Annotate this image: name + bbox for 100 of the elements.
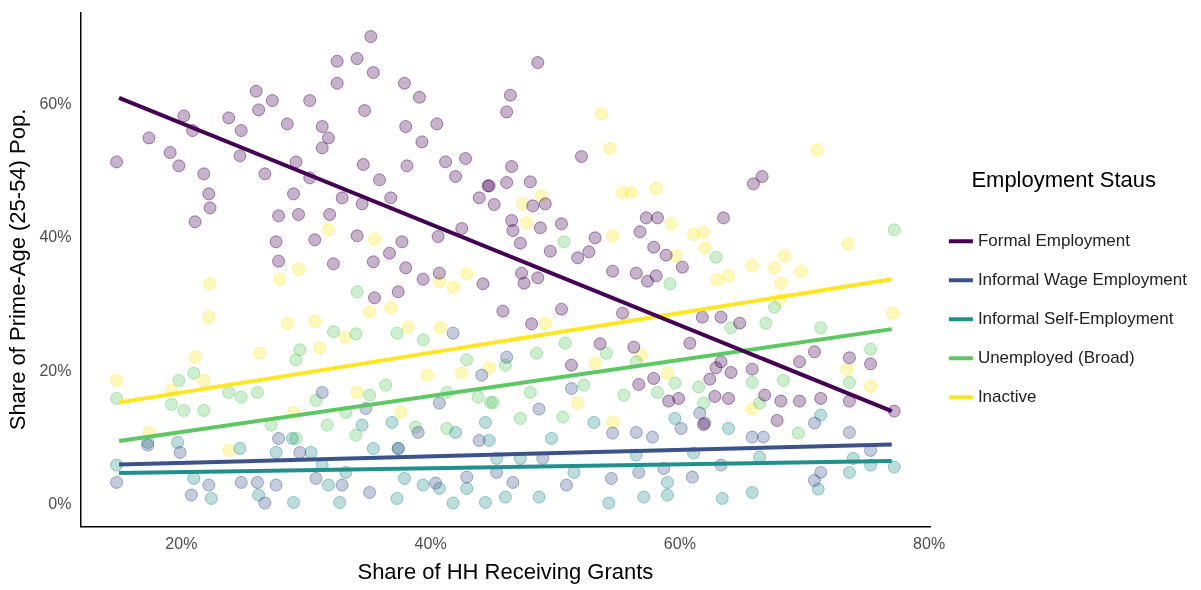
point — [513, 411, 527, 425]
point — [333, 495, 347, 509]
point — [807, 473, 821, 487]
point — [460, 470, 474, 484]
point — [222, 385, 236, 399]
point — [446, 326, 460, 340]
point — [202, 478, 216, 492]
point — [807, 416, 821, 430]
point — [814, 465, 828, 479]
point — [650, 385, 664, 399]
point — [250, 385, 264, 399]
y-tick-label: 20% — [39, 361, 72, 379]
x-tick-label: 20% — [165, 535, 198, 553]
point — [320, 418, 334, 432]
point — [668, 376, 682, 390]
point — [187, 366, 201, 380]
point — [446, 496, 460, 510]
x-tick-label: 80% — [913, 535, 946, 553]
point — [629, 425, 643, 439]
point — [577, 378, 591, 392]
point — [556, 410, 570, 424]
y-tick-label: 0% — [48, 494, 72, 512]
y-tick-label: 40% — [39, 228, 72, 246]
point — [449, 425, 463, 439]
legend-label: Unemployed (Broad) — [977, 347, 1135, 367]
point — [293, 343, 307, 357]
point — [532, 402, 546, 416]
point — [637, 490, 651, 504]
point — [390, 326, 404, 340]
point — [645, 430, 659, 444]
legend-label: Informal Wage Employment — [977, 269, 1188, 289]
point — [617, 388, 631, 402]
point — [715, 491, 729, 505]
point — [416, 478, 430, 492]
point — [692, 380, 706, 394]
point — [759, 316, 773, 330]
point — [660, 488, 674, 502]
point — [632, 465, 646, 479]
point — [663, 277, 677, 291]
point — [385, 415, 399, 429]
point — [349, 428, 363, 442]
point — [289, 353, 303, 367]
point — [390, 491, 404, 505]
point — [349, 327, 363, 341]
point — [606, 426, 620, 440]
point — [269, 445, 283, 459]
point — [498, 490, 512, 504]
point — [171, 435, 185, 449]
point — [668, 411, 682, 425]
point — [335, 478, 349, 492]
point — [745, 430, 759, 444]
point — [233, 441, 247, 455]
point — [197, 403, 211, 417]
point — [234, 390, 248, 404]
point — [693, 406, 707, 420]
point — [599, 346, 613, 360]
point — [379, 378, 393, 392]
point — [814, 321, 828, 335]
point — [350, 285, 364, 299]
point — [366, 441, 380, 455]
point — [545, 431, 559, 445]
point — [602, 496, 616, 510]
point — [250, 475, 264, 489]
point — [709, 250, 723, 264]
point — [110, 391, 124, 405]
point — [432, 396, 446, 410]
point — [177, 403, 191, 417]
point — [460, 481, 474, 495]
point — [475, 368, 489, 382]
point — [397, 471, 411, 485]
point — [500, 350, 514, 364]
point — [842, 375, 856, 389]
x-tick-label: 60% — [663, 535, 696, 553]
point — [258, 496, 272, 510]
point — [355, 418, 369, 432]
x-tick-label: 40% — [414, 535, 447, 553]
point — [164, 397, 178, 411]
point — [887, 460, 901, 474]
point — [478, 415, 492, 429]
point — [745, 375, 759, 389]
point — [530, 346, 544, 360]
point — [416, 333, 430, 347]
point — [674, 421, 688, 435]
point — [460, 353, 474, 367]
point — [721, 421, 735, 435]
point — [471, 390, 485, 404]
point — [564, 381, 578, 395]
legend-label: Inactive — [977, 386, 1037, 406]
point — [173, 445, 187, 459]
point — [472, 433, 486, 447]
x-axis-title: Share of HH Receiving Grants — [357, 558, 654, 584]
point — [315, 385, 329, 399]
point — [697, 396, 711, 410]
point — [776, 373, 790, 387]
point — [411, 425, 425, 439]
point — [204, 491, 218, 505]
point — [429, 476, 443, 490]
point — [506, 475, 520, 489]
point — [864, 342, 878, 356]
point — [293, 445, 307, 459]
